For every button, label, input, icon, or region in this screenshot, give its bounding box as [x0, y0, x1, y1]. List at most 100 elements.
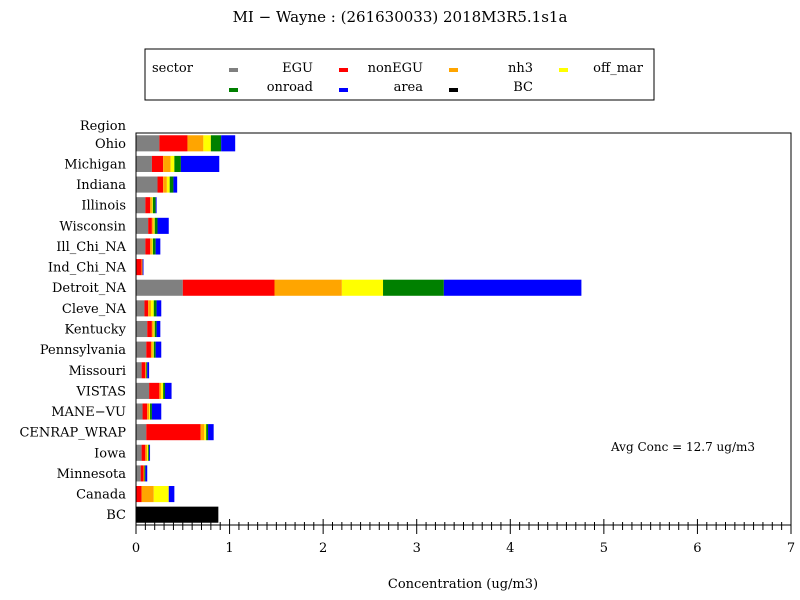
bar-illinois-egu — [136, 197, 146, 214]
legend-label-nonegu: nonEGU — [368, 61, 423, 76]
bar-mane-vu-egu — [136, 403, 143, 420]
bar-pennsylvania-nonegu — [146, 341, 151, 358]
bar-michigan-onroad — [174, 155, 181, 172]
bar-iowa-egu — [136, 444, 142, 461]
legend-label-onroad: onroad — [267, 80, 313, 95]
bar-detroit-na-off-mar — [341, 279, 384, 296]
bar-cenrap-wrap-off-mar — [204, 424, 207, 441]
bar-canada-nonegu — [136, 486, 142, 503]
y-tick-label-canada: Canada — [76, 488, 126, 503]
bar-ill-chi-na-nh3 — [150, 238, 152, 255]
x-tick-label-6: 6 — [693, 541, 701, 556]
bar-canada-off-mar — [153, 486, 169, 503]
bar-kentucky-area — [156, 320, 161, 338]
bar-vistas-onroad — [163, 382, 166, 399]
bar-ill-chi-na-onroad — [152, 238, 156, 255]
bar-minnesota-nonegu — [140, 465, 144, 482]
y-tick-label-kentucky: Kentucky — [64, 323, 126, 338]
bar-ill-chi-na-off-mar — [151, 238, 153, 255]
bar-kentucky-onroad — [154, 320, 157, 338]
legend-swatch-onroad — [229, 88, 238, 92]
x-tick-label-5: 5 — [600, 541, 608, 556]
y-tick-label-cleve-na: Cleve_NA — [62, 302, 127, 317]
plot-frame — [135, 132, 792, 526]
bar-cenrap-wrap-egu — [136, 424, 147, 441]
bar-cleve-na-nh3 — [148, 300, 151, 317]
bar-cenrap-wrap-onroad — [206, 424, 209, 441]
bar-kentucky-off-mar — [153, 320, 155, 338]
bar-iowa-nonegu — [141, 444, 146, 461]
x-tick-label-4: 4 — [506, 541, 514, 556]
bar-missouri-egu — [136, 362, 142, 379]
bar-indiana-egu — [136, 176, 158, 193]
bar-vistas-nh3 — [159, 382, 162, 399]
y-tick-labels: Ohio Michigan Indiana Illinois Wisconsin Ill_… — [19, 137, 126, 523]
bar-ohio-nonegu — [159, 135, 188, 152]
bar-cleve-na-off-mar — [150, 300, 154, 317]
bar-detroit-na-nh3 — [274, 279, 342, 296]
bar-iowa-area — [149, 444, 151, 461]
bar-cenrap-wrap-area — [208, 424, 214, 441]
bar-indiana-nh3 — [163, 176, 167, 193]
bar-ill-chi-na-egu — [136, 238, 146, 255]
legend-title: sector — [152, 61, 194, 76]
bar-ill-chi-na-nonegu — [145, 238, 151, 255]
bar-kentucky-nh3 — [151, 320, 154, 338]
legend-label-off-mar: off_mar — [593, 61, 644, 76]
bar-wisconsin-area — [157, 217, 169, 234]
y-tick-label-illinois: Illinois — [81, 199, 126, 214]
bar-wisconsin-off-mar — [153, 217, 155, 234]
x-tick-label-3: 3 — [413, 541, 421, 556]
bar-ohio-off-mar — [203, 135, 211, 152]
legend-swatch-nh3 — [449, 68, 458, 72]
bar-ohio-egu — [136, 135, 160, 152]
bar-vistas-egu — [136, 382, 150, 399]
y-tick-label-cenrap-wrap: CENRAP_WRAP — [19, 426, 126, 441]
bar-illinois-area — [155, 197, 157, 214]
bar-minnesota-onroad — [144, 465, 146, 482]
bar-pennsylvania-onroad — [153, 341, 156, 358]
bar-mane-vu-area — [151, 403, 162, 420]
bar-vistas-area — [165, 382, 172, 399]
legend-swatch-bc — [449, 88, 458, 92]
bar-wisconsin-nh3 — [151, 217, 154, 234]
y-tick-label-mane-vu: MANE−VU — [51, 405, 126, 420]
bar-detroit-na-onroad — [383, 279, 444, 296]
bar-canada-nh3 — [141, 486, 154, 503]
bar-cleve-na-area — [156, 300, 162, 317]
bar-mane-vu-onroad — [150, 403, 152, 420]
bar-michigan-area — [180, 155, 220, 172]
bar-ill-chi-na-area — [155, 238, 161, 255]
bar-iowa-off-mar — [147, 444, 149, 461]
legend-swatch-off-mar — [559, 68, 568, 72]
bar-michigan-nh3 — [163, 155, 171, 172]
bar-cenrap-wrap-nonegu — [146, 424, 201, 441]
bar-cleve-na-egu — [136, 300, 145, 317]
bar-ohio-onroad — [210, 135, 222, 152]
bar-minnesota-area — [145, 465, 148, 482]
bar-detroit-na-egu — [136, 279, 183, 296]
bar-ind-chi-na-area — [142, 259, 144, 276]
bar-michigan-nonegu — [151, 155, 164, 172]
bar-cenrap-wrap-nh3 — [200, 424, 205, 441]
bar-pennsylvania-off-mar — [152, 341, 154, 358]
legend-swatch-nonegu — [339, 68, 348, 72]
bar-indiana-area — [173, 176, 178, 193]
legend-label-area: area — [394, 80, 424, 95]
bar-mane-vu-off-mar — [149, 403, 151, 420]
bar-minnesota-nh3 — [143, 465, 145, 482]
y-tick-label-pennsylvania: Pennsylvania — [40, 343, 126, 358]
bar-missouri-nh3 — [145, 362, 147, 379]
bar-kentucky-egu — [136, 320, 148, 338]
bar-pennsylvania-egu — [136, 341, 147, 358]
bar-detroit-na-area — [443, 279, 582, 296]
legend-label-egu: EGU — [282, 61, 313, 76]
bar-missouri-area — [147, 362, 150, 379]
y-tick-label-detroit-na: Detroit_NA — [52, 281, 127, 296]
bar-iowa-nh3 — [145, 444, 148, 461]
bar-pennsylvania-nh3 — [150, 341, 153, 358]
bar-michigan-off-mar — [170, 155, 175, 172]
bar-michigan-egu — [136, 155, 152, 172]
bar-illinois-nonegu — [145, 197, 151, 214]
bar-cleve-na-nonegu — [144, 300, 149, 317]
